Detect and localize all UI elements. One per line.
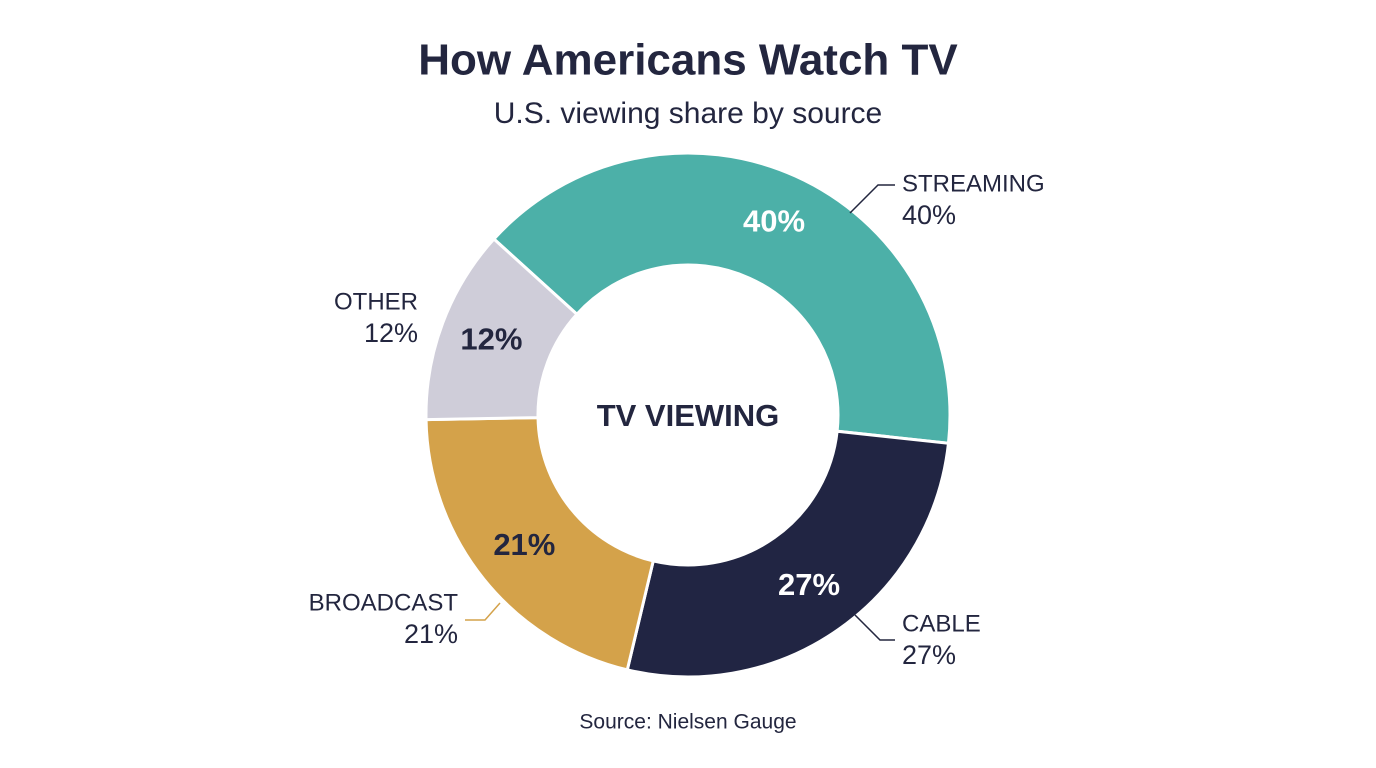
chart-subtitle: U.S. viewing share by source xyxy=(494,97,883,130)
outside-value-label: 21% xyxy=(404,619,458,649)
leader-line xyxy=(465,602,501,621)
slice xyxy=(625,429,951,679)
category-label: CABLE xyxy=(902,610,981,637)
source-note: Source: Nielsen Gauge xyxy=(579,711,796,734)
leader-line xyxy=(854,614,895,641)
slice-value-label: 27% xyxy=(778,567,840,602)
leader-line xyxy=(849,184,895,214)
chart-title: How Americans Watch TV xyxy=(418,36,958,85)
slice-value-label: 40% xyxy=(743,204,805,239)
slice-value-label: 12% xyxy=(460,321,522,356)
slice xyxy=(491,151,952,445)
slice-value-label: 21% xyxy=(493,527,555,562)
outside-value-label: 27% xyxy=(902,640,956,670)
outside-value-label: 12% xyxy=(364,318,418,348)
slice xyxy=(424,236,579,422)
category-label: OTHER xyxy=(334,288,418,315)
category-label: STREAMING xyxy=(902,170,1045,197)
donut xyxy=(424,151,952,679)
slice xyxy=(424,416,656,672)
outside-value-label: 40% xyxy=(902,200,956,230)
category-label: BROADCAST xyxy=(309,589,459,616)
center-label: TV VIEWING xyxy=(597,398,780,433)
